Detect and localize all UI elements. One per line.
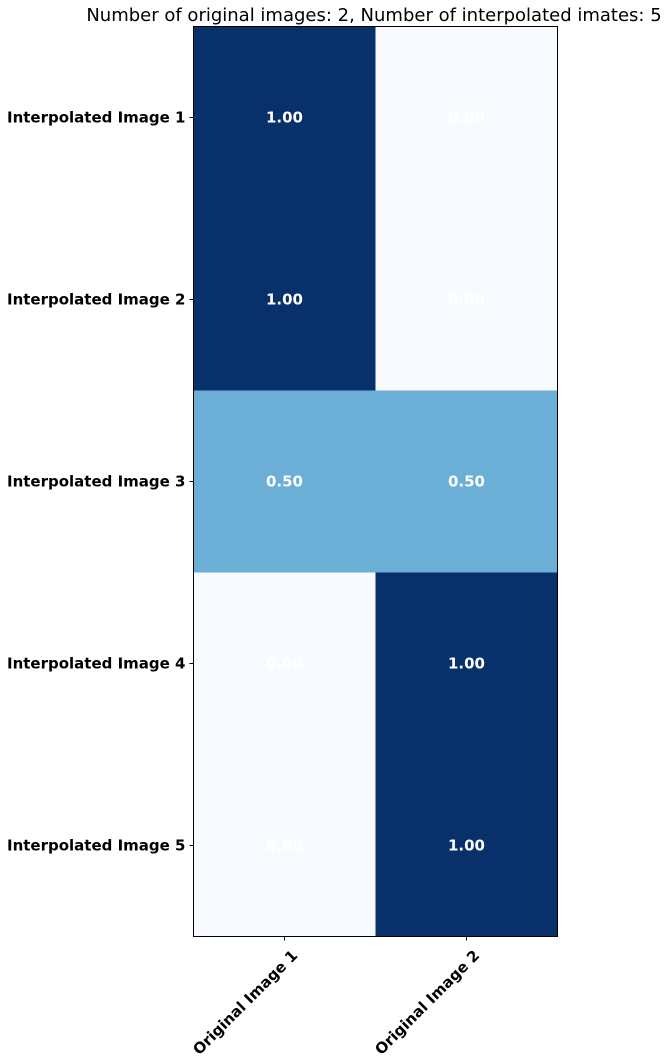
x-tick-label: Original Image 1: [189, 947, 301, 1059]
heatmap-cell-r5-c1: [193, 754, 376, 937]
cell-value-label-r3-c2: 0.50: [448, 473, 485, 491]
x-axis: Original Image 1 Original Image 2: [189, 936, 483, 1059]
cell-value-label-r3-c1: 0.50: [266, 473, 303, 491]
heatmap-cells: [193, 26, 558, 937]
y-tick-label: Interpolated Image 4: [7, 655, 186, 673]
y-axis: Interpolated Image 1 Interpolated Image 2…: [7, 109, 194, 855]
chart-title: Number of original images: 2, Number of …: [86, 5, 661, 26]
heatmap-cell-r1-c2: [375, 26, 558, 209]
heatmap-cell-r3-c1: [193, 390, 376, 573]
y-tick-label: Interpolated Image 5: [7, 837, 186, 855]
cell-value-label-r4-c1: 0.00: [266, 655, 303, 673]
y-tick-label: Interpolated Image 1: [7, 109, 186, 127]
heatmap-cell-r1-c1: [193, 26, 376, 209]
cell-value-label-r4-c2: 1.00: [448, 655, 485, 673]
cell-value-label-r1-c2: 0.00: [448, 109, 485, 127]
y-tick-label: Interpolated Image 3: [7, 473, 186, 491]
heatmap-cell-r2-c1: [193, 208, 376, 391]
y-tick-label: Interpolated Image 2: [7, 291, 186, 309]
heatmap-cell-r4-c1: [193, 572, 376, 755]
heatmap-cell-r3-c2: [375, 390, 558, 573]
cell-value-label-r5-c2: 1.00: [448, 837, 485, 855]
heatmap-cell-r2-c2: [375, 208, 558, 391]
heatmap-cell-r4-c2: [375, 572, 558, 755]
cell-value-label-r5-c1: 0.00: [266, 837, 303, 855]
heatmap-cell-labels: 1.00 0.00 1.00 0.00 0.50 0.50 0.00 1.00 0.00 1.00: [266, 109, 485, 855]
heatmap-cell-r5-c2: [375, 754, 558, 937]
cell-value-label-r2-c2: 0.00: [448, 291, 485, 309]
cell-value-label-r2-c1: 1.00: [266, 291, 303, 309]
cell-value-label-r1-c1: 1.00: [266, 109, 303, 127]
x-tick-label: Original Image 2: [371, 947, 483, 1059]
